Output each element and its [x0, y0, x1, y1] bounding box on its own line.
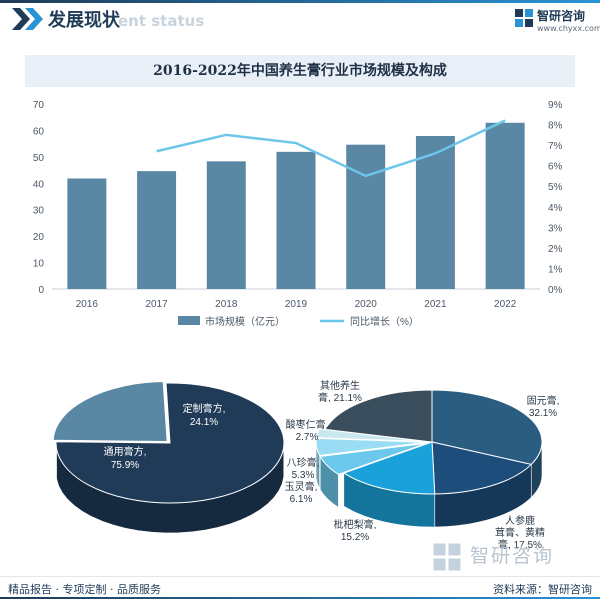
footer-slogan: 精品报告 · 专项定制 · 品质服务 — [8, 583, 161, 596]
pie-chart-type: 通用膏方, 75.9% 定制膏方, 24.1% — [52, 381, 285, 534]
y-right-tick-label: 5% — [548, 182, 563, 193]
pie-label-yuling: 玉灵膏, 6.1% — [285, 480, 318, 505]
bar-2016 — [67, 178, 107, 289]
y-right-tick-label: 9% — [548, 100, 563, 111]
pie-slice-八珍膏 — [315, 437, 427, 457]
x-tick-label: 2016 — [76, 299, 99, 310]
pie-slice-枇杷梨膏 — [342, 441, 436, 495]
bar-line-chart: 0 10 20 30 40 50 60 70 0% 1% 2% 3% 4% 5% 6% 7% 8% 9% 2016 2… — [33, 100, 563, 328]
chart-title-band: 2016-2022年中国养生膏行业市场规模及构成 — [25, 55, 575, 87]
brand-name: 智研咨询 — [537, 9, 586, 23]
legend-line-label: 同比增长（%） — [350, 315, 419, 328]
x-tick-label: 2021 — [424, 299, 447, 310]
y-left-tick-label: 0 — [38, 285, 44, 296]
double-chevron-icon — [12, 8, 43, 30]
y-left-tick-label: 20 — [33, 232, 45, 243]
y-left-tick-label: 50 — [33, 153, 45, 164]
y-left-tick-label: 60 — [33, 126, 45, 137]
page-header: 发展现状 ent status 智研咨询 www.chyxx.com — [0, 0, 600, 38]
header-watermark-text: ent status — [118, 12, 205, 30]
bar-2018 — [206, 161, 246, 289]
pie-label-general: 通用膏方, 75.9% — [104, 445, 147, 471]
y-right-tick-label: 0% — [548, 285, 563, 296]
y-left-tick-label: 30 — [33, 206, 45, 217]
pie-label-suanzao: 酸枣仁膏, 2.7% — [286, 418, 329, 443]
y-right-tick-label: 7% — [548, 141, 563, 152]
pie-label-guyuan: 固元膏, 32.1% — [527, 394, 560, 419]
chart-title: 2016-2022年中国养生膏行业市场规模及构成 — [153, 63, 447, 79]
y-right-tick-label: 1% — [548, 264, 563, 275]
pie-label-other: 其他养生膏, 21.1% — [318, 379, 362, 404]
pie-slice-通用膏方 — [55, 382, 285, 504]
y-left-tick-label: 40 — [33, 179, 45, 190]
bar-2020 — [346, 144, 386, 289]
y-right-tick-label: 6% — [548, 162, 563, 173]
footer-source: 资料来源：智研咨询 — [493, 583, 592, 596]
pie-slice-其他养生膏 — [324, 389, 433, 443]
pie-label-pipa: 枇杷梨膏, 15.2% — [334, 518, 377, 543]
legend-bar-swatch — [178, 316, 200, 325]
x-tick-label: 2022 — [494, 299, 517, 310]
bar-2021 — [415, 135, 455, 289]
zhiyan-logo-icon — [515, 9, 533, 27]
y-left-tick-label: 70 — [33, 100, 45, 111]
y-right-tick-label: 2% — [548, 244, 563, 255]
pie-label-bazhen: 八珍膏, 5.3% — [287, 456, 320, 481]
growth-line — [156, 119, 506, 178]
header-accent-bar — [0, 0, 600, 3]
footer-accent-bar — [0, 597, 600, 599]
y-right-tick-label: 4% — [548, 203, 563, 214]
y-right-tick-label: 8% — [548, 121, 563, 132]
pie-slice-玉灵膏 — [319, 442, 427, 475]
page-title: 发展现状 — [48, 10, 120, 31]
pie-chart-products: 固元膏, 32.1% 人参鹿茸膏、黄精膏, 17.5% 枇杷梨膏, 15.2% 玉灵膏, 6… — [285, 379, 560, 551]
watermark-logo-icon — [433, 543, 461, 571]
legend-bar-label: 市场规模（亿元） — [205, 315, 285, 328]
x-tick-label: 2017 — [145, 299, 168, 310]
bar-2019 — [276, 151, 316, 289]
pie-slice-人参鹿茸膏、黄精膏 — [431, 441, 533, 495]
pie-slice-固元膏 — [431, 389, 543, 465]
x-tick-label: 2018 — [215, 299, 238, 310]
bar-2017 — [137, 171, 177, 289]
pie-slice-定制膏方 — [52, 381, 168, 443]
bar-2022 — [485, 122, 525, 289]
x-tick-label: 2020 — [355, 299, 378, 310]
y-left-tick-label: 10 — [33, 259, 45, 270]
brand-url: www.chyxx.com — [537, 24, 600, 33]
pie-label-custom: 定制膏方, 24.1% — [183, 402, 226, 428]
pie-label-renshen: 人参鹿茸膏、黄精膏, 17.5% — [495, 514, 545, 551]
watermark-text: 智研咨询 — [470, 545, 555, 567]
y-right-tick-label: 3% — [548, 223, 563, 234]
x-tick-label: 2019 — [285, 299, 308, 310]
footer-divider — [0, 576, 600, 577]
